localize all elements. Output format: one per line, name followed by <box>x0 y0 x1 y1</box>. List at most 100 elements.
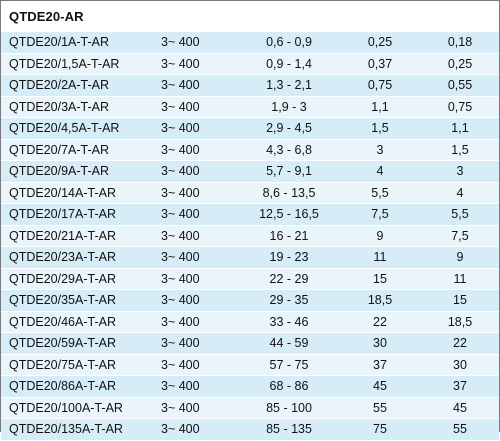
current-range-cell: 5,7 - 9,1 <box>239 160 339 183</box>
power-cell: 18,5 <box>339 289 421 312</box>
table-row: QTDE20/14A-T-AR 3~ 400 8,6 - 13,5 5,5 4 <box>1 182 499 204</box>
model-cell: QTDE20/86A-T-AR <box>1 375 151 398</box>
power-cell: 11 <box>339 246 421 269</box>
table-row: QTDE20/7A-T-AR 3~ 400 4,3 - 6,8 3 1,5 <box>1 139 499 161</box>
current-range-cell: 68 - 86 <box>239 375 339 398</box>
voltage-cell: 3~ 400 <box>151 117 239 140</box>
power-cell: 1,1 <box>421 117 499 140</box>
power-cell: 30 <box>339 332 421 355</box>
power-cell: 7,5 <box>421 225 499 247</box>
table-row: QTDE20/21A-T-AR 3~ 400 16 - 21 9 7,5 <box>1 225 499 247</box>
spec-table: QTDE20/1A-T-AR 3~ 400 0,6 - 0,9 0,25 0,18 QTD… <box>1 32 499 441</box>
voltage-cell: 3~ 400 <box>151 225 239 247</box>
table-row: QTDE20/17A-T-AR 3~ 400 12,5 - 16,5 7,5 5,5 <box>1 203 499 226</box>
power-cell: 11 <box>421 268 499 290</box>
power-cell: 0,25 <box>339 32 421 54</box>
table-row: QTDE20/86A-T-AR 3~ 400 68 - 86 45 37 <box>1 375 499 398</box>
table-row: QTDE20/4,5A-T-AR 3~ 400 2,9 - 4,5 1,5 1,1 <box>1 117 499 140</box>
table-row: QTDE20/59A-T-AR 3~ 400 44 - 59 30 22 <box>1 332 499 355</box>
model-cell: QTDE20/1,5A-T-AR <box>1 53 151 75</box>
table-row: QTDE20/1A-T-AR 3~ 400 0,6 - 0,9 0,25 0,18 <box>1 32 499 54</box>
model-cell: QTDE20/35A-T-AR <box>1 289 151 312</box>
model-cell: QTDE20/1A-T-AR <box>1 32 151 54</box>
power-cell: 9 <box>339 225 421 247</box>
voltage-cell: 3~ 400 <box>151 74 239 97</box>
table-row: QTDE20/29A-T-AR 3~ 400 22 - 29 15 11 <box>1 268 499 290</box>
model-cell: QTDE20/9A-T-AR <box>1 160 151 183</box>
voltage-cell: 3~ 400 <box>151 53 239 75</box>
voltage-cell: 3~ 400 <box>151 96 239 118</box>
power-cell: 55 <box>339 397 421 419</box>
model-cell: QTDE20/75A-T-AR <box>1 354 151 376</box>
current-range-cell: 0,6 - 0,9 <box>239 32 339 54</box>
table-row: QTDE20/2A-T-AR 3~ 400 1,3 - 2,1 0,75 0,55 <box>1 74 499 97</box>
current-range-cell: 57 - 75 <box>239 354 339 376</box>
power-cell: 18,5 <box>421 311 499 333</box>
voltage-cell: 3~ 400 <box>151 246 239 269</box>
voltage-cell: 3~ 400 <box>151 397 239 419</box>
model-cell: QTDE20/14A-T-AR <box>1 182 151 204</box>
voltage-cell: 3~ 400 <box>151 418 239 441</box>
model-cell: QTDE20/100A-T-AR <box>1 397 151 419</box>
current-range-cell: 0,9 - 1,4 <box>239 53 339 75</box>
current-range-cell: 1,9 - 3 <box>239 96 339 118</box>
voltage-cell: 3~ 400 <box>151 268 239 290</box>
power-cell: 0,25 <box>421 53 499 75</box>
voltage-cell: 3~ 400 <box>151 139 239 161</box>
power-cell: 4 <box>339 160 421 183</box>
current-range-cell: 2,9 - 4,5 <box>239 117 339 140</box>
power-cell: 0,55 <box>421 74 499 97</box>
power-cell: 5,5 <box>421 203 499 226</box>
model-cell: QTDE20/29A-T-AR <box>1 268 151 290</box>
power-cell: 15 <box>421 289 499 312</box>
power-cell: 3 <box>421 160 499 183</box>
power-cell: 22 <box>339 311 421 333</box>
current-range-cell: 8,6 - 13,5 <box>239 182 339 204</box>
voltage-cell: 3~ 400 <box>151 354 239 376</box>
current-range-cell: 44 - 59 <box>239 332 339 355</box>
power-cell: 22 <box>421 332 499 355</box>
voltage-cell: 3~ 400 <box>151 332 239 355</box>
table-row: QTDE20/3A-T-AR 3~ 400 1,9 - 3 1,1 0,75 <box>1 96 499 118</box>
power-cell: 45 <box>421 397 499 419</box>
power-cell: 0,75 <box>339 74 421 97</box>
model-cell: QTDE20/4,5A-T-AR <box>1 117 151 140</box>
model-cell: QTDE20/2A-T-AR <box>1 74 151 97</box>
power-cell: 37 <box>339 354 421 376</box>
table-row: QTDE20/1,5A-T-AR 3~ 400 0,9 - 1,4 0,37 0,25 <box>1 53 499 75</box>
table-row: QTDE20/23A-T-AR 3~ 400 19 - 23 11 9 <box>1 246 499 269</box>
power-cell: 9 <box>421 246 499 269</box>
current-range-cell: 1,3 - 2,1 <box>239 74 339 97</box>
power-cell: 1,1 <box>339 96 421 118</box>
power-cell: 55 <box>421 418 499 441</box>
voltage-cell: 3~ 400 <box>151 32 239 54</box>
voltage-cell: 3~ 400 <box>151 289 239 312</box>
table-row: QTDE20/35A-T-AR 3~ 400 29 - 35 18,5 15 <box>1 289 499 312</box>
table-row: QTDE20/75A-T-AR 3~ 400 57 - 75 37 30 <box>1 354 499 376</box>
table-row: QTDE20/100A-T-AR 3~ 400 85 - 100 55 45 <box>1 397 499 419</box>
current-range-cell: 12,5 - 16,5 <box>239 203 339 226</box>
spec-table-body: QTDE20/1A-T-AR 3~ 400 0,6 - 0,9 0,25 0,18 QTD… <box>1 32 499 441</box>
power-cell: 5,5 <box>339 182 421 204</box>
current-range-cell: 33 - 46 <box>239 311 339 333</box>
power-cell: 15 <box>339 268 421 290</box>
current-range-cell: 16 - 21 <box>239 225 339 247</box>
power-cell: 4 <box>421 182 499 204</box>
power-cell: 45 <box>339 375 421 398</box>
table-title: QTDE20-AR <box>1 1 499 32</box>
voltage-cell: 3~ 400 <box>151 375 239 398</box>
power-cell: 30 <box>421 354 499 376</box>
power-cell: 75 <box>339 418 421 441</box>
current-range-cell: 85 - 100 <box>239 397 339 419</box>
current-range-cell: 4,3 - 6,8 <box>239 139 339 161</box>
current-range-cell: 22 - 29 <box>239 268 339 290</box>
voltage-cell: 3~ 400 <box>151 182 239 204</box>
power-cell: 7,5 <box>339 203 421 226</box>
voltage-cell: 3~ 400 <box>151 311 239 333</box>
current-range-cell: 19 - 23 <box>239 246 339 269</box>
model-cell: QTDE20/46A-T-AR <box>1 311 151 333</box>
table-row: QTDE20/135A-T-AR 3~ 400 85 - 135 75 55 <box>1 418 499 441</box>
power-cell: 1,5 <box>339 117 421 140</box>
power-cell: 3 <box>339 139 421 161</box>
